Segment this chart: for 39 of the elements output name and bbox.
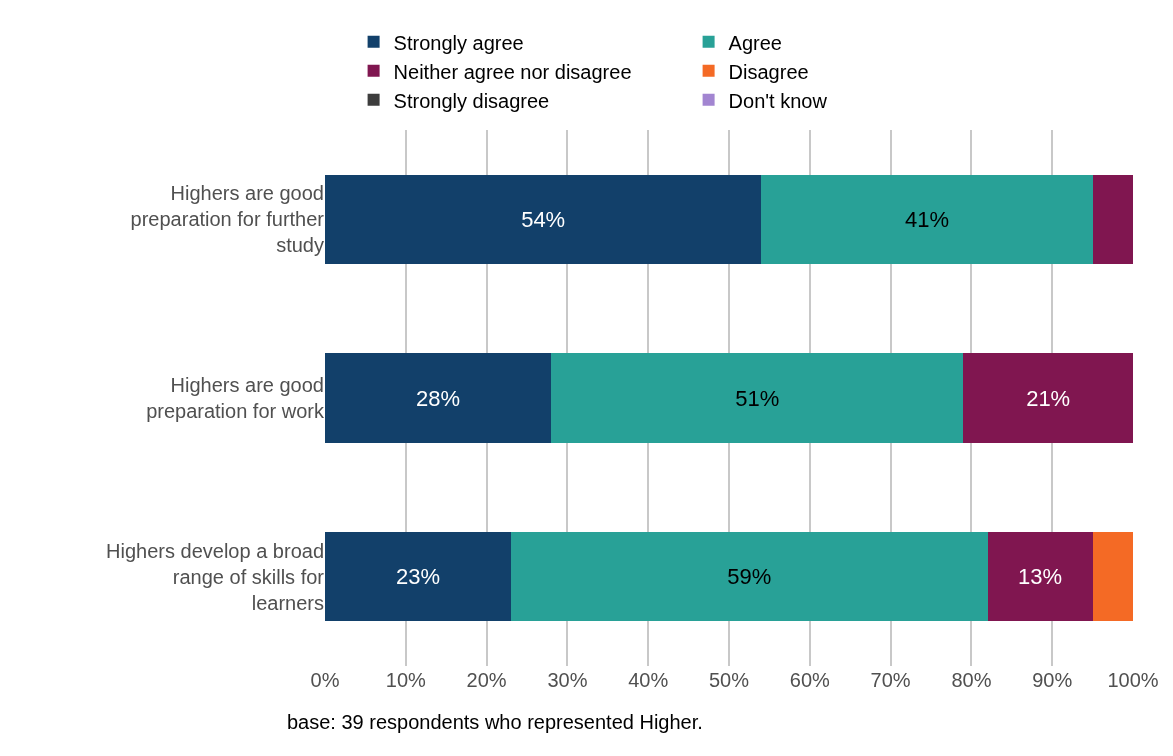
x-tick-label: 80% — [951, 669, 992, 691]
x-tick-label: 40% — [628, 669, 669, 691]
x-tick-label: 70% — [870, 669, 911, 691]
bar — [510, 532, 988, 622]
x-tick-label: 0% — [310, 669, 340, 691]
x-tick-label: 100% — [1107, 669, 1159, 691]
y-tick-label: Highers are good preparation for work — [146, 374, 325, 422]
x-tick-label: 10% — [385, 669, 427, 691]
bar — [963, 353, 1133, 443]
legend-label: Agree — [728, 31, 782, 54]
legend-label: Neither agree nor disagree — [393, 60, 632, 83]
x-tick-label: 30% — [547, 669, 588, 691]
legend-label: Strongly agree — [393, 31, 524, 54]
bar — [1092, 174, 1133, 264]
bar — [325, 532, 511, 622]
bar — [325, 174, 762, 264]
bar — [551, 353, 964, 443]
legend-label: Strongly disagree — [393, 89, 550, 112]
data-label: 28% — [416, 385, 461, 411]
x-tick-label: 20% — [466, 669, 507, 691]
data-label: 41% — [904, 206, 949, 232]
y-tick-label: Highers develop a broad range of skills for learners — [106, 539, 325, 614]
legend-label: Don't know — [728, 89, 828, 112]
x-tick-label: 90% — [1032, 669, 1073, 691]
data-label: 13% — [1018, 564, 1063, 590]
x-tick-label: 50% — [708, 669, 750, 691]
bar — [987, 532, 1093, 622]
text: base: 39 respondents who represented Higher. — [287, 711, 703, 733]
legend-label: Disagree — [728, 60, 809, 83]
data-label: 21% — [1026, 385, 1071, 411]
y-tick-label: Highers are good preparation for further study — [130, 182, 325, 257]
x-tick-label: 60% — [789, 669, 831, 691]
data-label: 23% — [395, 564, 440, 590]
data-label: 59% — [727, 564, 772, 590]
bar — [1092, 532, 1133, 622]
bar — [761, 174, 1093, 264]
data-label: 54% — [521, 206, 566, 232]
data-label: 51% — [735, 385, 780, 411]
bar — [325, 353, 552, 443]
